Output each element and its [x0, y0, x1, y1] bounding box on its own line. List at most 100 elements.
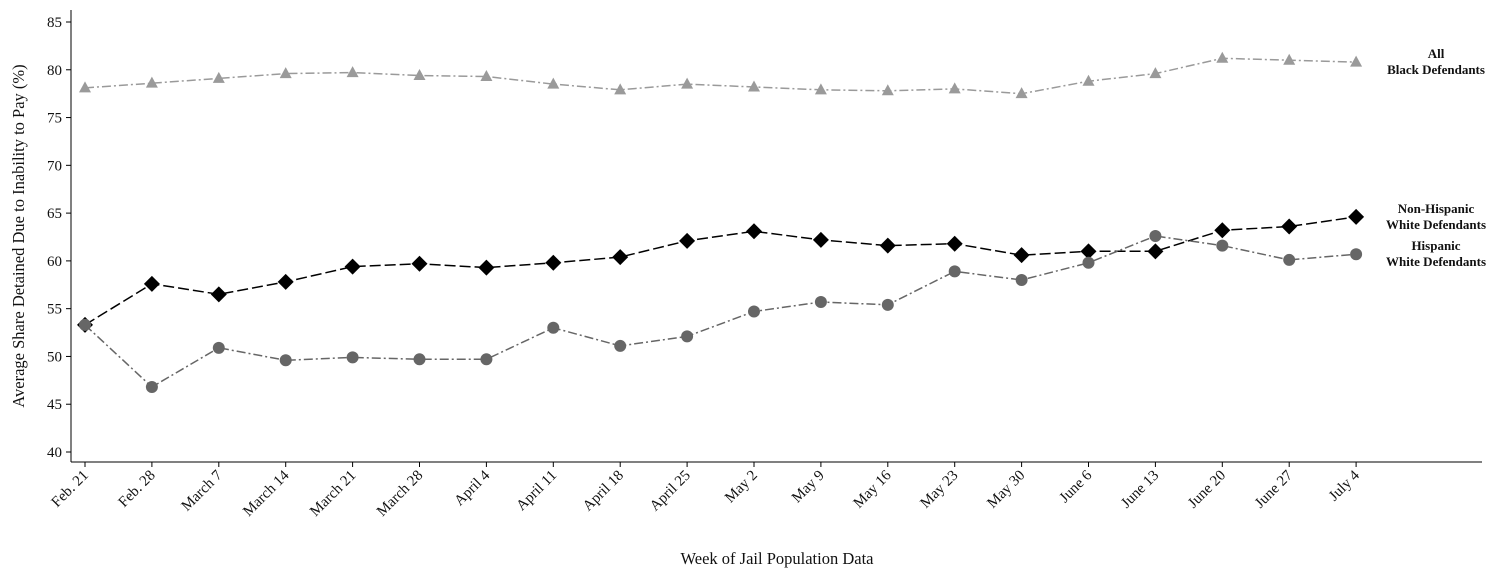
data-point-triangle — [614, 83, 627, 95]
x-tick-label: June 13 — [1118, 468, 1162, 512]
data-point-circle — [881, 298, 894, 311]
x-tick-label: April 18 — [580, 468, 627, 515]
x-tick-label: May 23 — [918, 468, 962, 512]
x-tick-label: April 25 — [647, 468, 694, 515]
x-axis: Feb. 21 Feb. 28 March 7 March 14 March 21 Mar… — [49, 461, 1482, 520]
y-axis-title: Average Share Detained Due to Inability … — [9, 64, 28, 407]
data-point-diamond — [411, 255, 428, 272]
data-point-triangle — [547, 77, 560, 89]
y-tick-label: 85 — [47, 15, 62, 31]
data-point-diamond — [1080, 243, 1097, 260]
data-point-circle — [1283, 253, 1296, 266]
data-point-triangle — [1149, 67, 1162, 79]
data-point-circle — [748, 305, 760, 318]
series-line — [84, 57, 1357, 95]
y-tick-label: 50 — [47, 349, 62, 365]
data-point-triangle — [748, 80, 760, 92]
data-point-triangle — [279, 67, 292, 79]
data-point-diamond — [1348, 208, 1365, 225]
data-point-circle — [1082, 256, 1095, 269]
series-layer — [77, 51, 1365, 394]
data-point-triangle — [1082, 74, 1095, 86]
y-tick-label: 75 — [47, 111, 62, 127]
series-label-hispanic-white-defendants: Hispanic — [1411, 238, 1460, 253]
series-label-all-black-defendants: Black Defendants — [1387, 62, 1485, 77]
data-point-circle — [212, 341, 225, 354]
data-point-diamond — [1281, 218, 1298, 235]
data-point-triangle — [79, 81, 91, 93]
series-line — [84, 235, 1357, 388]
x-tick-label: July 4 — [1326, 467, 1363, 504]
series-hispanic-white-defendants — [79, 230, 1363, 394]
data-point-circle — [614, 339, 627, 352]
data-point-diamond — [812, 231, 829, 248]
series-label-hispanic-white-defendants: White Defendants — [1386, 254, 1486, 269]
x-tick-label: April 11 — [514, 468, 561, 515]
data-point-circle — [547, 321, 560, 334]
data-point-triangle — [1350, 55, 1363, 67]
x-tick-label: June 6 — [1057, 467, 1096, 506]
data-point-circle — [480, 353, 493, 366]
data-point-triangle — [1216, 51, 1229, 63]
data-point-circle — [814, 295, 827, 308]
data-point-triangle — [480, 69, 493, 81]
x-tick-label: May 30 — [984, 468, 1028, 512]
y-tick-label: 65 — [47, 206, 62, 222]
data-point-triangle — [346, 66, 359, 78]
data-point-diamond — [143, 275, 160, 292]
y-tick-label: 40 — [47, 445, 62, 461]
data-point-diamond — [277, 273, 294, 290]
x-tick-label: June 20 — [1185, 468, 1229, 512]
x-tick-label: June 27 — [1252, 467, 1296, 511]
data-point-triangle — [948, 82, 961, 94]
data-point-circle — [413, 353, 426, 366]
data-point-circle — [1015, 274, 1028, 286]
x-tick-label: May 9 — [789, 468, 828, 507]
data-point-diamond — [679, 232, 696, 249]
data-point-circle — [1149, 230, 1162, 243]
data-point-triangle — [814, 83, 827, 95]
x-axis-title: Week of Jail Population Data — [681, 549, 875, 568]
data-point-diamond — [746, 223, 762, 240]
data-point-diamond — [1214, 222, 1231, 239]
data-point-circle — [1216, 239, 1229, 252]
series-line — [84, 216, 1357, 326]
data-point-diamond — [344, 258, 361, 275]
data-point-diamond — [612, 249, 629, 266]
x-tick-label: March 28 — [374, 468, 426, 520]
data-point-circle — [346, 351, 359, 364]
series-non-hispanic-white-defendants — [77, 208, 1365, 333]
y-tick-label: 55 — [47, 302, 62, 318]
x-tick-label: Feb. 21 — [49, 468, 92, 511]
data-point-triangle — [1283, 53, 1296, 65]
data-point-diamond — [1147, 243, 1164, 260]
data-point-triangle — [681, 77, 694, 89]
data-point-triangle — [212, 71, 225, 83]
x-tick-label: April 4 — [452, 467, 494, 509]
y-tick-label: 80 — [47, 63, 62, 79]
data-point-circle — [681, 330, 694, 343]
series-label-non-hispanic-white-defendants: Non-Hispanic — [1398, 201, 1475, 216]
series-all-black-defendants — [79, 51, 1363, 99]
data-point-triangle — [145, 76, 158, 88]
data-point-diamond — [545, 254, 562, 271]
x-tick-label: Feb. 28 — [116, 468, 159, 511]
data-point-diamond — [478, 259, 495, 276]
series-label-non-hispanic-white-defendants: White Defendants — [1386, 217, 1486, 232]
data-point-diamond — [879, 237, 896, 254]
x-tick-label: May 2 — [722, 468, 761, 507]
y-tick-label: 60 — [47, 254, 62, 270]
data-point-triangle — [413, 69, 426, 81]
data-point-triangle — [1015, 87, 1028, 99]
x-tick-label: March 21 — [307, 468, 359, 520]
y-tick-label: 45 — [47, 397, 62, 413]
data-point-diamond — [210, 286, 227, 303]
data-point-circle — [279, 354, 292, 367]
y-axis: 40 45 50 55 60 65 70 75 80 85 — [47, 10, 72, 462]
x-tick-label: May 16 — [851, 467, 895, 511]
data-point-diamond — [946, 235, 963, 252]
data-point-circle — [948, 265, 961, 278]
data-point-circle — [1350, 248, 1363, 261]
